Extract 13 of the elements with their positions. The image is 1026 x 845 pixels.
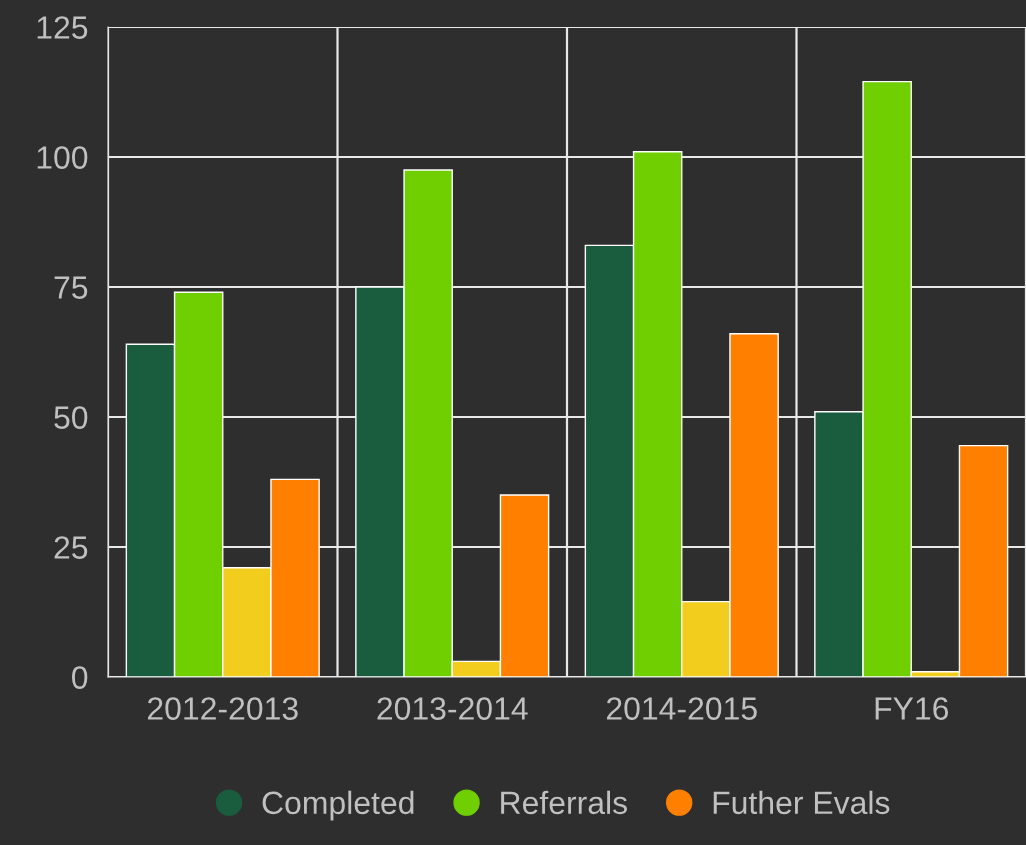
x-tick-label: FY16 bbox=[875, 697, 949, 720]
y-tick-label: 125 bbox=[37, 16, 88, 39]
y-tick-label: 100 bbox=[37, 146, 88, 169]
legend-label: Futher Evals bbox=[713, 790, 890, 815]
y-tick-label: 0 bbox=[72, 666, 88, 689]
x-tick-label: 2013-2014 bbox=[377, 697, 528, 720]
x-tick-label: 2012-2013 bbox=[147, 697, 298, 720]
legend-label: Completed bbox=[262, 790, 414, 821]
legend-label: Referrals bbox=[501, 790, 627, 815]
y-tick-label: 25 bbox=[54, 536, 88, 559]
y-tick-label: 75 bbox=[54, 276, 88, 299]
y-tick-label: 50 bbox=[54, 406, 88, 429]
x-tick-label: 2014-2015 bbox=[606, 697, 757, 720]
